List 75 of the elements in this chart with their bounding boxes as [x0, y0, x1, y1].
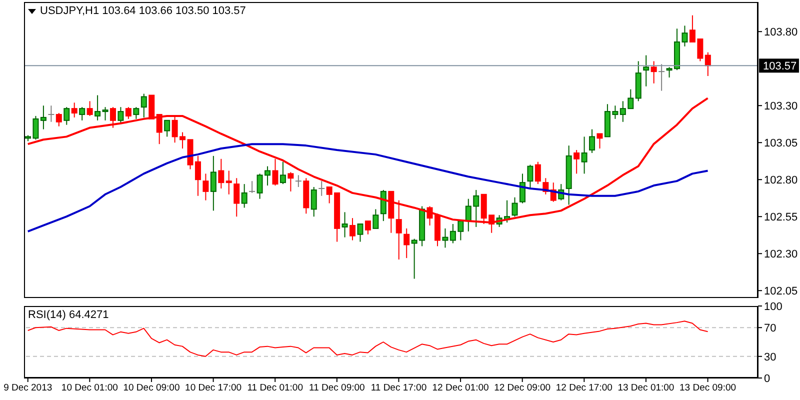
candlestick [234, 178, 240, 218]
x-tick-label: 9 Dec 2013 [4, 382, 52, 394]
candlestick [442, 228, 448, 248]
candlestick [294, 174, 302, 188]
candlestick [658, 64, 666, 92]
x-tick-label: 13 Dec 09:00 [680, 382, 736, 394]
y-tick-label: 30 [764, 351, 776, 364]
candlestick [48, 105, 55, 122]
candlestick [241, 184, 248, 208]
y-tick-label: 102.05 [764, 286, 798, 298]
candlestick [364, 220, 371, 235]
candlestick [226, 170, 232, 195]
candlestick [372, 208, 379, 229]
candlestick [404, 228, 410, 259]
candlestick [288, 172, 294, 192]
candlestick [519, 173, 526, 204]
x-tick-label: 12 Dec 17:00 [556, 382, 612, 394]
line-series [27, 320, 708, 357]
candlestick [164, 120, 170, 138]
candlestick [350, 218, 356, 241]
candlestick [272, 158, 278, 186]
candlestick [71, 102, 78, 118]
chart-title: USDJPY,H1 103.64 103.66 103.50 103.57 [40, 5, 246, 17]
candlestick [596, 133, 603, 150]
candlestick [210, 155, 216, 212]
x-tick-label: 11 Dec 17:00 [370, 382, 427, 394]
candlestick [140, 93, 147, 118]
candlestick [40, 105, 46, 130]
x-tick-label: 12 Dec 01:00 [432, 382, 489, 394]
line-series [26, 143, 709, 232]
candlestick [318, 180, 326, 196]
candlestick [79, 106, 86, 121]
candlestick [342, 212, 348, 238]
candlestick [357, 224, 364, 242]
y-tick-label: 102.55 [764, 212, 798, 224]
candlestick [133, 106, 140, 120]
x-tick-label: 11 Dec 01:00 [247, 382, 304, 394]
candlestick [581, 136, 588, 174]
candlestick [574, 150, 580, 174]
y-tick-label: 102.30 [764, 248, 798, 261]
y-tick-label: 70 [764, 322, 776, 335]
candlestick [248, 180, 256, 194]
y-tick-label: 0 [764, 372, 770, 385]
ref-line-label: 103.57 [763, 60, 797, 73]
candlestick [110, 106, 116, 128]
y-tick-label: 103.30 [764, 100, 798, 113]
candlestick [202, 173, 209, 201]
x-tick-label: 13 Dec 01:00 [618, 382, 674, 394]
y-tick-label: 103.05 [764, 138, 798, 150]
candlestick [125, 106, 132, 120]
candlestick [280, 161, 286, 185]
y-tick-label: 102.80 [764, 174, 798, 187]
candlestick [527, 164, 534, 189]
candlestick [94, 94, 101, 121]
x-tick-label: 11 Dec 09:00 [309, 382, 365, 394]
y-tick-label: 103.80 [764, 26, 798, 39]
candlestick [64, 106, 70, 126]
x-tick-label: 10 Dec 09:00 [123, 382, 180, 394]
candlestick [218, 158, 224, 189]
candlestick [534, 161, 541, 185]
candlestick [310, 186, 317, 218]
candlestick [650, 60, 657, 84]
candlestick [512, 196, 518, 218]
candlestick [589, 128, 596, 154]
x-tick-label: 10 Dec 01:00 [61, 382, 118, 394]
candlestick [56, 112, 62, 127]
x-tick-label: 10 Dec 17:00 [185, 382, 242, 394]
y-tick-label: 100 [764, 300, 782, 313]
candlestick [102, 106, 108, 121]
candlestick [643, 54, 650, 87]
candlestick [86, 100, 93, 116]
candlestick [118, 106, 124, 124]
chart-title: RSI(14) 64.4271 [28, 309, 109, 321]
candlestick [380, 189, 386, 222]
x-tick-label: 12 Dec 09:00 [494, 382, 551, 394]
